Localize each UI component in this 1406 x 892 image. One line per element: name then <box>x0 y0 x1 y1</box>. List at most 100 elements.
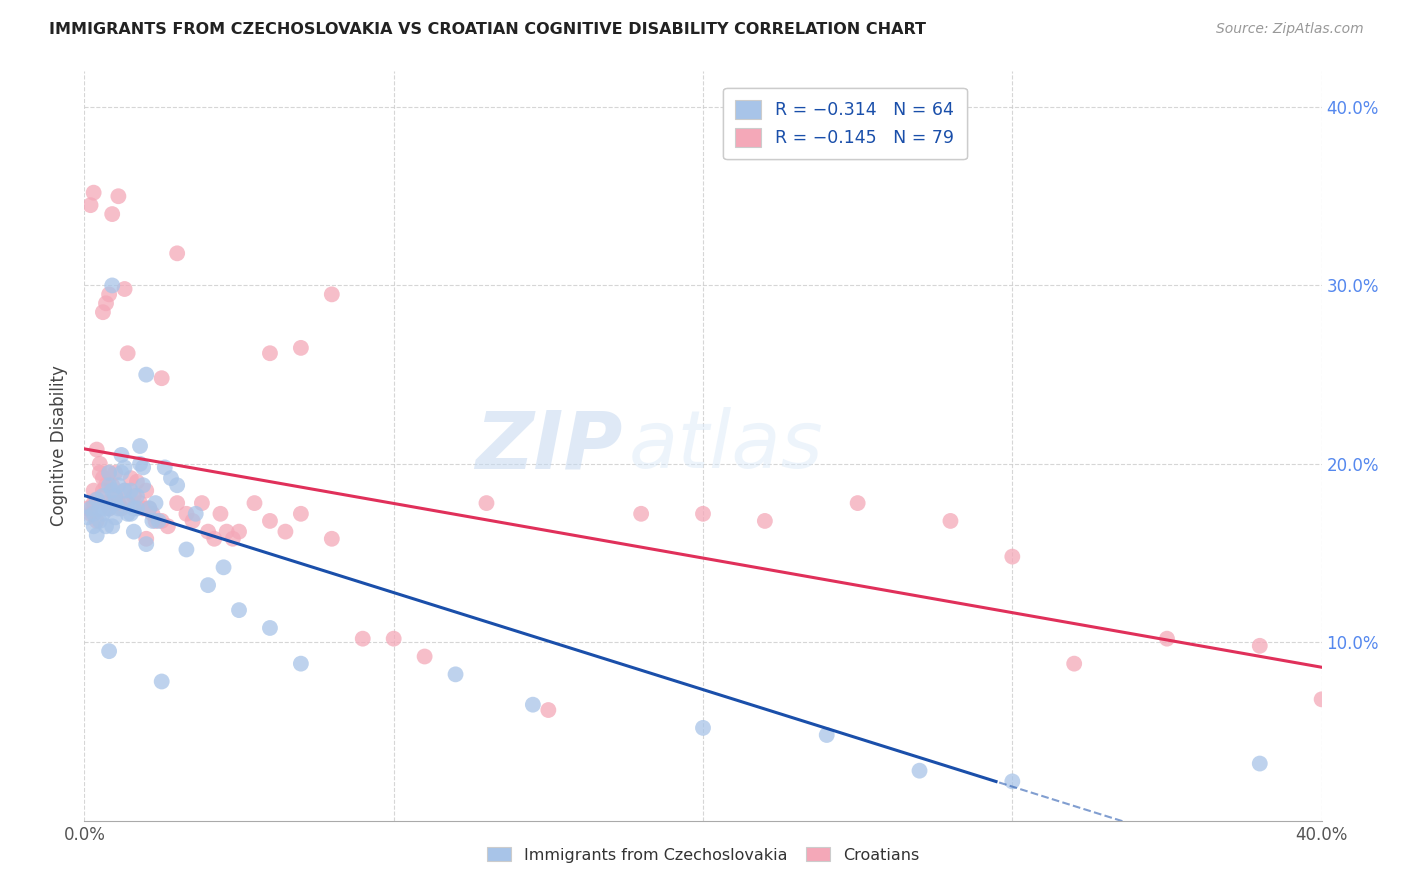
Point <box>94 496 117 510</box>
Point <box>1156 632 1178 646</box>
Point <box>91 507 114 521</box>
Point <box>86 528 108 542</box>
Point <box>129 439 152 453</box>
Point <box>110 466 132 480</box>
Point <box>120 507 142 521</box>
Point <box>98 644 121 658</box>
Point <box>153 460 176 475</box>
Point <box>120 483 142 498</box>
Point <box>89 514 111 528</box>
Point <box>290 507 312 521</box>
Point <box>129 496 152 510</box>
Point <box>290 657 312 671</box>
Point <box>98 287 121 301</box>
Point <box>184 507 207 521</box>
Point <box>145 514 167 528</box>
Point <box>413 649 436 664</box>
Point <box>114 282 136 296</box>
Point <box>135 483 157 498</box>
Point <box>98 478 121 492</box>
Point <box>86 442 108 457</box>
Point <box>132 460 155 475</box>
Point <box>104 489 127 503</box>
Point <box>321 532 343 546</box>
Point <box>110 448 132 462</box>
Point <box>1001 549 1024 564</box>
Point <box>166 496 188 510</box>
Point <box>79 507 101 521</box>
Point <box>107 501 129 516</box>
Point <box>215 524 238 539</box>
Point <box>176 542 198 557</box>
Point <box>132 478 155 492</box>
Point <box>91 483 114 498</box>
Text: ZIP: ZIP <box>475 407 623 485</box>
Point <box>537 703 560 717</box>
Text: atlas: atlas <box>628 407 824 485</box>
Point <box>150 371 173 385</box>
Point <box>114 483 136 498</box>
Point <box>91 471 114 485</box>
Point <box>321 287 343 301</box>
Point <box>150 514 173 528</box>
Point <box>104 510 127 524</box>
Point <box>815 728 838 742</box>
Point <box>135 532 157 546</box>
Point <box>107 478 129 492</box>
Point <box>83 496 105 510</box>
Point <box>228 524 250 539</box>
Point <box>1310 692 1333 706</box>
Point <box>692 721 714 735</box>
Point <box>94 519 117 533</box>
Text: Source: ZipAtlas.com: Source: ZipAtlas.com <box>1216 22 1364 37</box>
Point <box>212 560 235 574</box>
Point <box>114 460 136 475</box>
Point <box>209 507 232 521</box>
Point <box>522 698 544 712</box>
Point <box>91 305 114 319</box>
Point <box>259 621 281 635</box>
Point <box>76 510 98 524</box>
Point <box>98 466 121 480</box>
Point <box>94 296 117 310</box>
Point <box>274 524 297 539</box>
Point <box>104 496 127 510</box>
Point <box>79 198 101 212</box>
Point <box>101 519 124 533</box>
Point <box>117 496 139 510</box>
Point <box>148 514 170 528</box>
Point <box>86 514 108 528</box>
Point <box>145 496 167 510</box>
Point <box>222 532 245 546</box>
Point <box>1063 657 1085 671</box>
Point <box>352 632 374 646</box>
Point <box>259 514 281 528</box>
Point <box>101 496 124 510</box>
Point <box>89 501 111 516</box>
Point <box>259 346 281 360</box>
Point <box>197 578 219 592</box>
Point <box>98 501 121 516</box>
Point <box>1249 756 1271 771</box>
Point <box>135 368 157 382</box>
Point <box>138 501 160 516</box>
Point <box>135 537 157 551</box>
Point <box>83 519 105 533</box>
Y-axis label: Cognitive Disability: Cognitive Disability <box>51 366 69 526</box>
Point <box>101 207 124 221</box>
Point <box>83 507 105 521</box>
Point <box>166 246 188 260</box>
Point <box>382 632 405 646</box>
Point <box>1001 774 1024 789</box>
Point <box>181 514 204 528</box>
Point <box>122 524 145 539</box>
Point <box>228 603 250 617</box>
Point <box>125 501 148 516</box>
Point <box>79 501 101 516</box>
Point <box>86 492 108 507</box>
Point <box>692 507 714 521</box>
Point <box>630 507 652 521</box>
Point <box>132 501 155 516</box>
Point <box>83 483 105 498</box>
Text: IMMIGRANTS FROM CZECHOSLOVAKIA VS CROATIAN COGNITIVE DISABILITY CORRELATION CHAR: IMMIGRANTS FROM CZECHOSLOVAKIA VS CROATI… <box>49 22 927 37</box>
